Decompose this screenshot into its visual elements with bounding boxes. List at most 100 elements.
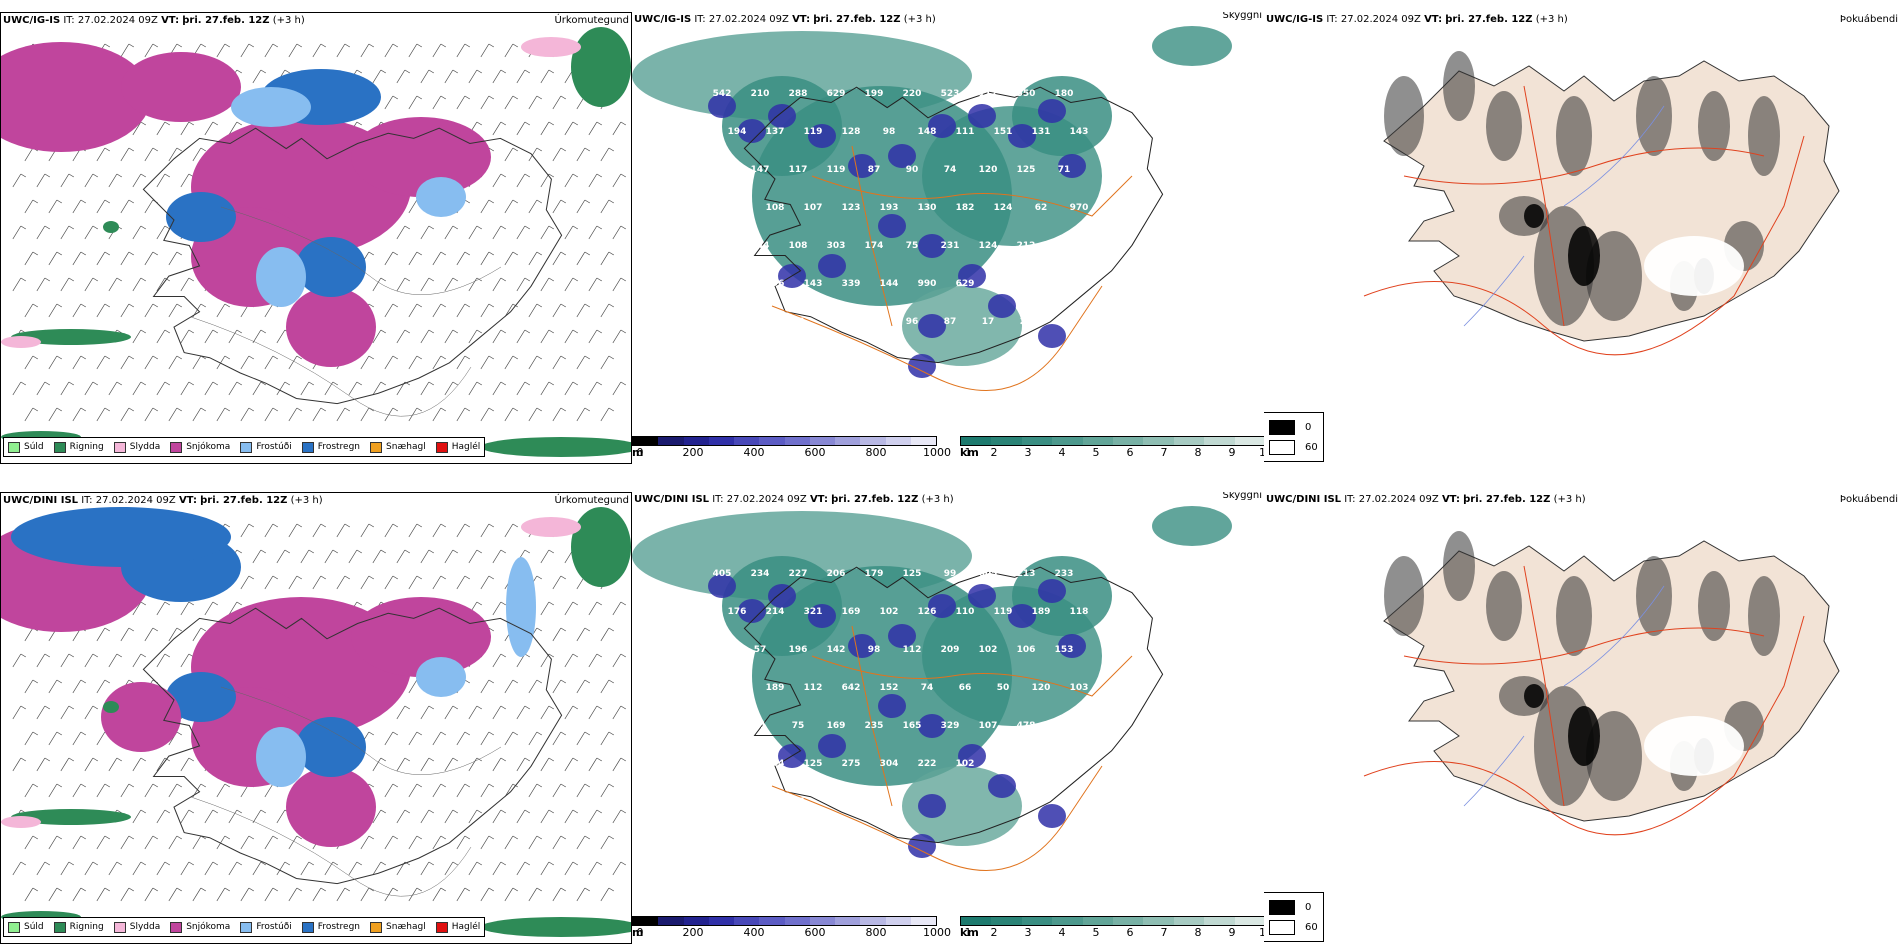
- ceiling-value-label: 107: [979, 721, 998, 731]
- ceiling-value-label: 119: [827, 165, 846, 175]
- colorbar-tick: 800: [865, 926, 887, 939]
- vt-value: þri. 27.feb. 12Z: [182, 15, 270, 26]
- ceiling-value-label: 120: [1032, 683, 1051, 693]
- it-value: 27.02.2024 09Z: [1340, 14, 1421, 25]
- lead-time: (+3 h): [1553, 494, 1586, 505]
- colorbar-tick: 1000: [923, 926, 951, 939]
- legend-label: Súld: [24, 442, 44, 452]
- ceiling-value-label: 74: [921, 683, 934, 693]
- colorbar-tick: 5: [1092, 926, 1100, 939]
- ceiling-value-label: 153: [1055, 645, 1074, 655]
- colorbar-tick: 10: [1259, 446, 1264, 459]
- ceiling-value-label: 214: [766, 607, 785, 617]
- ceiling-value-label: 143: [728, 759, 747, 769]
- it-label: IT:: [1326, 14, 1338, 25]
- ceiling-value-label: 433: [713, 317, 732, 327]
- ceiling-value-label: 644: [751, 241, 770, 251]
- ceiling-value-label: 123: [842, 203, 861, 213]
- lead-time: (+3 h): [921, 494, 954, 505]
- fog-legend-label: 60: [1305, 921, 1318, 933]
- product-name: Skyggni: [1222, 12, 1262, 21]
- colorbar-strip: [960, 436, 1264, 446]
- ceiling-value-label: 174: [865, 241, 884, 251]
- lead-time: (+3 h): [272, 15, 305, 26]
- ceiling-value-label: 102: [880, 607, 899, 617]
- fog-legend-row: 0: [1269, 897, 1318, 917]
- lead-time: (+3 h): [290, 495, 323, 506]
- legend-swatch: [113, 921, 126, 933]
- legend-item: Haglél: [435, 441, 480, 453]
- ceiling-value-label: 165: [903, 721, 922, 731]
- ceiling-value-label: 130: [918, 203, 937, 213]
- ceiling-value-label: 17: [982, 317, 995, 327]
- model-name: UWC/IG-IS: [1266, 14, 1324, 25]
- ceiling-value-label: 137: [766, 127, 785, 137]
- vt-value: þri. 27.feb. 12Z: [1445, 14, 1533, 25]
- visibility-colorbar: km1 2 3 4 5 6 7 8 9 10: [960, 436, 1264, 459]
- ceiling-value-label: 970: [1070, 203, 1089, 213]
- legend-swatch: [240, 921, 253, 933]
- fog-legend-swatch: [1269, 419, 1295, 435]
- colorbar-tick: 6: [1126, 446, 1134, 459]
- panel-visibility-top: UWC/IG-IS IT: 27.02.2024 09Z VT: þri. 27…: [632, 12, 1264, 464]
- colorbar-tick: 3: [1024, 446, 1032, 459]
- colorbar-tick: 1: [964, 446, 972, 459]
- ceiling-value-label: 233: [1055, 569, 1074, 579]
- legend-swatch: [8, 441, 20, 453]
- panel-title: UWC/IG-IS IT: 27.02.2024 09Z VT: þri. 27…: [3, 15, 305, 26]
- panel-fog-top: UWC/IG-IS IT: 27.02.2024 09Z VT: þri. 27…: [1264, 12, 1900, 464]
- fog-map: [1363, 51, 1840, 356]
- fog-legend-label: 0: [1305, 901, 1312, 913]
- ceiling-value-label: 56: [716, 797, 729, 807]
- colorbar-tick: 2: [990, 926, 998, 939]
- ceiling-value-label: 99: [944, 569, 957, 579]
- panel-title: UWC/IG-IS IT: 27.02.2024 09Z VT: þri. 27…: [634, 14, 936, 25]
- legend-item: Snæhagl: [370, 921, 426, 933]
- ceiling-colorbar: m 0 200 400 600 800 1000: [632, 436, 951, 459]
- ceiling-value-label: 117: [789, 165, 808, 175]
- ceiling-value-label: 40: [868, 317, 881, 327]
- legend-item: Haglél: [435, 921, 480, 933]
- colorbar-tick: 400: [743, 446, 765, 459]
- ceiling-value-label: 143: [1070, 127, 1089, 137]
- colorbar-tick: 200: [682, 446, 704, 459]
- legend-item: Rigning: [53, 441, 104, 453]
- ceiling-value-label: 196: [789, 645, 808, 655]
- fog-legend-swatch: [1269, 919, 1295, 935]
- ceiling-value-label: 329: [941, 721, 960, 731]
- ceiling-value-label: 112: [979, 89, 998, 99]
- ceiling-value-label: 142: [827, 645, 846, 655]
- legend-swatch: [370, 921, 383, 933]
- ceiling-value-label: 162: [1070, 759, 1089, 769]
- colorbar-tick: 2: [990, 446, 998, 459]
- ceiling-value-label: 148: [918, 127, 937, 137]
- legend-item: Snjókoma: [170, 921, 230, 933]
- ceiling-value-label: 164: [1055, 241, 1074, 251]
- ceiling-value-label: 65: [1058, 317, 1071, 327]
- fog-legend-label: 60: [1305, 441, 1318, 453]
- it-value: 27.02.2024 09Z: [77, 15, 158, 26]
- precip-legend: Súld Rigning Slydda Snjókoma Frostúði Frostre…: [3, 437, 486, 457]
- fog-legend: 0 60: [1264, 892, 1324, 942]
- ceiling-value-label: 107: [804, 203, 823, 213]
- ceiling-value-label: 98: [868, 645, 881, 655]
- fog-legend-row: 60: [1269, 917, 1318, 937]
- panel-precip-type-bottom: UWC/DINI ISL IT: 27.02.2024 09Z VT: þri.…: [0, 492, 632, 944]
- ceiling-value-label: 75: [792, 721, 805, 731]
- fog-legend-row: 60: [1269, 437, 1318, 457]
- ceiling-value-label: 629: [827, 89, 846, 99]
- colorbar-tick: 8: [1194, 926, 1202, 939]
- visibility-colorbar: km1 2 3 4 5 6 7 8 9 10: [960, 916, 1264, 939]
- it-value: 27.02.2024 09Z: [726, 494, 807, 505]
- ceiling-value-label: 61: [754, 721, 767, 731]
- ceiling-value-label: 151: [994, 127, 1013, 137]
- vt-value: þri. 27.feb. 12Z: [831, 494, 919, 505]
- ceiling-value-label: 128: [751, 317, 770, 327]
- legend-label: Rigning: [69, 922, 104, 932]
- colorbar-strip: [960, 916, 1264, 926]
- it-value: 27.02.2024 09Z: [95, 495, 176, 506]
- legend-label: Snæhagl: [386, 442, 426, 452]
- ceiling-value-label: 71: [1058, 165, 1071, 175]
- ceiling-value-label: 102: [979, 645, 998, 655]
- ceiling-value-label: 321: [804, 607, 823, 617]
